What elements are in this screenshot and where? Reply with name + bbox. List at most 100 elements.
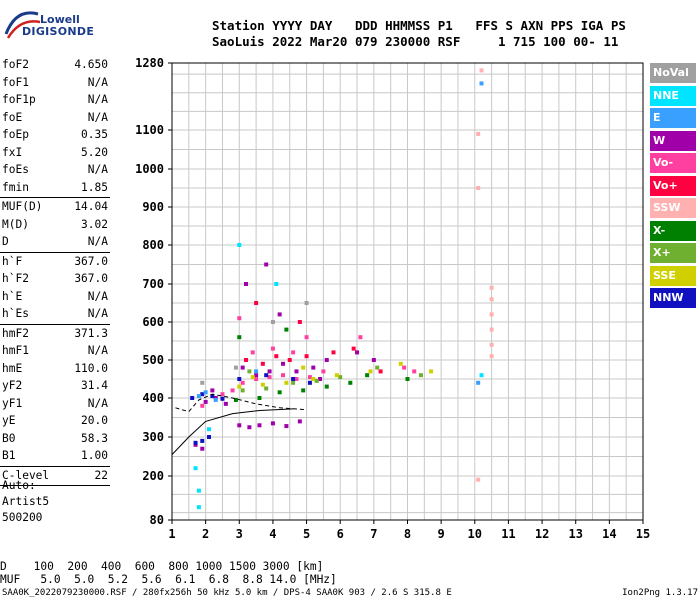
header-values: SaoLuis 2022 Mar20 079 230000 RSF 1 715 … — [212, 34, 619, 49]
data-point-vo — [237, 316, 242, 321]
file-info-line: SAA0K_2022079230000.RSF / 280fx256h 50 k… — [2, 588, 452, 598]
x-tick-label: 14 — [602, 527, 616, 541]
param-row: foF2 4.650 — [0, 56, 110, 74]
param-value: 22 — [94, 468, 108, 482]
data-point-x — [324, 384, 329, 389]
data-point-w — [244, 282, 249, 286]
param-name: MUF(D) — [2, 200, 43, 213]
auto-line2: Artist5 — [2, 495, 50, 508]
data-point-w — [203, 399, 208, 404]
param-value: 4.650 — [74, 58, 108, 71]
y-tick-label: 900 — [142, 200, 164, 214]
data-point-w — [277, 312, 282, 317]
data-point-x — [375, 365, 380, 370]
data-point-nnw — [200, 438, 205, 443]
param-value: N/A — [87, 344, 108, 357]
data-point-x — [418, 373, 423, 378]
legend-item: X- — [650, 220, 696, 241]
data-point-sse — [284, 380, 289, 385]
chart-axes — [168, 62, 644, 524]
param-name: foF2 — [2, 58, 29, 71]
data-point-ssw — [476, 131, 481, 136]
y-tick-label: 1000 — [135, 162, 164, 176]
param-row: foEp 0.35 — [0, 126, 110, 144]
digisonde-logo: Lowell DIGISONDE — [0, 0, 150, 48]
logo-line1: Lowell — [40, 13, 80, 26]
data-point-nnw — [237, 377, 242, 381]
data-point-nne — [479, 373, 484, 378]
data-point-ssw — [489, 354, 494, 359]
data-point-vo — [220, 392, 225, 397]
data-point-vo — [297, 320, 302, 324]
data-point-sse — [250, 375, 255, 380]
chart-grid — [171, 63, 644, 520]
chart-tick-labels: 1 2 3 4 5 6 7 8 9 10 11 12 13 14 158020030040050060070… — [135, 56, 650, 541]
param-value: 5.20 — [81, 145, 108, 159]
legend-item: Vo- — [650, 153, 696, 173]
param-name: foF1p — [2, 93, 36, 106]
data-point-e — [254, 369, 259, 374]
param-row: B0 58.3 — [0, 430, 110, 448]
x-tick-label: 9 — [438, 527, 445, 541]
param-row: yE 20.0 — [0, 412, 110, 430]
param-row: hmF1 N/A — [0, 342, 110, 360]
data-point-x — [314, 378, 319, 383]
param-value: N/A — [87, 289, 108, 303]
data-point-w — [355, 350, 360, 355]
data-point-sse — [260, 382, 265, 387]
param-row: hmE 110.0 — [0, 360, 110, 378]
param-row: yF1 N/A — [0, 395, 110, 413]
data-point-vo — [402, 365, 407, 370]
data-point-sse — [301, 365, 306, 370]
legend-item: NNE — [650, 85, 696, 106]
data-point-nne — [196, 488, 201, 493]
data-point-nne — [207, 427, 212, 432]
data-point-nnw — [220, 396, 225, 401]
param-value: 1.00 — [81, 449, 108, 462]
data-point-vo — [351, 346, 356, 351]
data-point-nnw — [190, 396, 195, 400]
data-point-nnw — [210, 394, 215, 399]
data-point-w — [297, 419, 302, 424]
data-point-x — [247, 369, 252, 374]
param-value: 31.4 — [81, 379, 108, 392]
autoscaling-info: Auto: Artist5 500200 — [2, 478, 49, 526]
x-tick-label: 5 — [303, 527, 310, 541]
data-point-w — [210, 388, 215, 393]
data-point-vo — [240, 380, 245, 385]
data-point-vo — [294, 377, 299, 381]
param-value: 0.35 — [81, 128, 108, 141]
y-tick-label: 600 — [142, 315, 164, 329]
param-name: D — [2, 235, 9, 248]
param-name: C-level — [2, 468, 50, 482]
legend-item: SSW — [650, 198, 696, 218]
param-value: 1.85 — [81, 180, 108, 194]
data-point-vo — [281, 373, 286, 378]
data-point-ssw — [476, 186, 481, 190]
param-value: N/A — [87, 93, 108, 106]
param-value: N/A — [87, 75, 108, 89]
data-point-sse — [368, 369, 373, 374]
x-tick-label: 8 — [404, 527, 411, 541]
param-value: 367.0 — [74, 254, 108, 268]
legend-item: NoVal — [650, 63, 696, 83]
parameter-panel: foF2 4.650 foF1 N/A foF1p N/A foE N/A foEp 0.35 fx… — [0, 56, 110, 486]
data-point-vo — [254, 377, 259, 381]
data-point-nne — [274, 282, 279, 286]
param-value: N/A — [87, 163, 108, 176]
data-point-vo — [307, 375, 312, 380]
data-point-w — [270, 421, 275, 426]
y-tick-label: 800 — [142, 238, 164, 252]
param-name: hmF2 — [2, 326, 29, 340]
param-row: h`F2 367.0 — [0, 270, 110, 288]
param-name: fmin — [2, 180, 29, 194]
data-point-x — [240, 388, 245, 393]
data-point-x — [233, 397, 238, 402]
legend-item: SSE — [650, 265, 696, 286]
param-name: foF1 — [2, 75, 29, 89]
data-point-nne — [193, 466, 198, 471]
param-row: foF1 N/A — [0, 74, 110, 92]
data-point-w — [240, 365, 245, 370]
logo-line2: DIGISONDE — [22, 25, 95, 38]
